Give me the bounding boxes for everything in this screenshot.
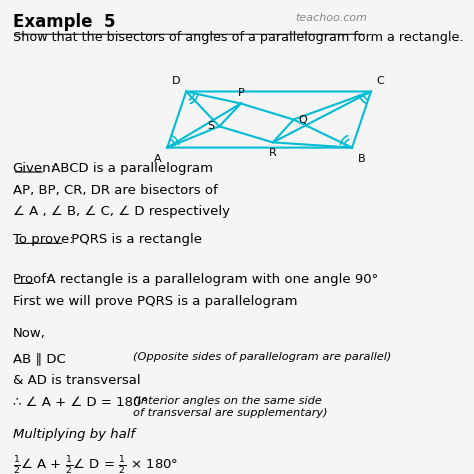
Text: S: S — [207, 121, 214, 131]
Text: ∴ ∠ A + ∠ D = 180°: ∴ ∠ A + ∠ D = 180° — [13, 396, 148, 409]
Text: Show that the bisectors of angles of a parallelogram form a rectangle.: Show that the bisectors of angles of a p… — [13, 31, 463, 45]
Text: (Opposite sides of parallelogram are parallel): (Opposite sides of parallelogram are par… — [133, 352, 392, 362]
Text: A rectangle is a parallelogram with one angle 90°: A rectangle is a parallelogram with one … — [38, 273, 379, 286]
Text: A: A — [154, 154, 162, 164]
Text: (Interior angles on the same side
of transversal are supplementary): (Interior angles on the same side of tra… — [133, 396, 328, 418]
Text: B: B — [358, 154, 365, 164]
Text: To prove:: To prove: — [13, 233, 73, 246]
Text: teachoo.com: teachoo.com — [295, 13, 367, 23]
Text: Now,: Now, — [13, 327, 46, 340]
Text: AB ∥ DC: AB ∥ DC — [13, 352, 65, 365]
Text: C: C — [376, 75, 384, 85]
Text: $\frac{1}{2}$∠ A + $\frac{1}{2}$∠ D = $\frac{1}{2}$ × 180°: $\frac{1}{2}$∠ A + $\frac{1}{2}$∠ D = $\… — [13, 455, 178, 474]
Text: First we will prove PQRS is a parallelogram: First we will prove PQRS is a parallelog… — [13, 295, 297, 308]
Text: ∠ A , ∠ B, ∠ C, ∠ D respectively: ∠ A , ∠ B, ∠ C, ∠ D respectively — [13, 205, 230, 218]
Text: Multiplying by half: Multiplying by half — [13, 428, 135, 441]
Text: D: D — [172, 75, 181, 85]
Text: R: R — [269, 147, 277, 157]
Text: Q: Q — [299, 115, 307, 125]
Text: Given:: Given: — [13, 162, 56, 174]
Text: ABCD is a parallelogram: ABCD is a parallelogram — [47, 162, 213, 174]
Text: Example  5: Example 5 — [13, 13, 115, 31]
Text: PQRS is a rectangle: PQRS is a rectangle — [67, 233, 202, 246]
Text: P: P — [237, 88, 244, 98]
Text: & AD is transversal: & AD is transversal — [13, 374, 140, 387]
Text: AP, BP, CR, DR are bisectors of: AP, BP, CR, DR are bisectors of — [13, 183, 218, 197]
Text: Proof:: Proof: — [13, 273, 51, 286]
